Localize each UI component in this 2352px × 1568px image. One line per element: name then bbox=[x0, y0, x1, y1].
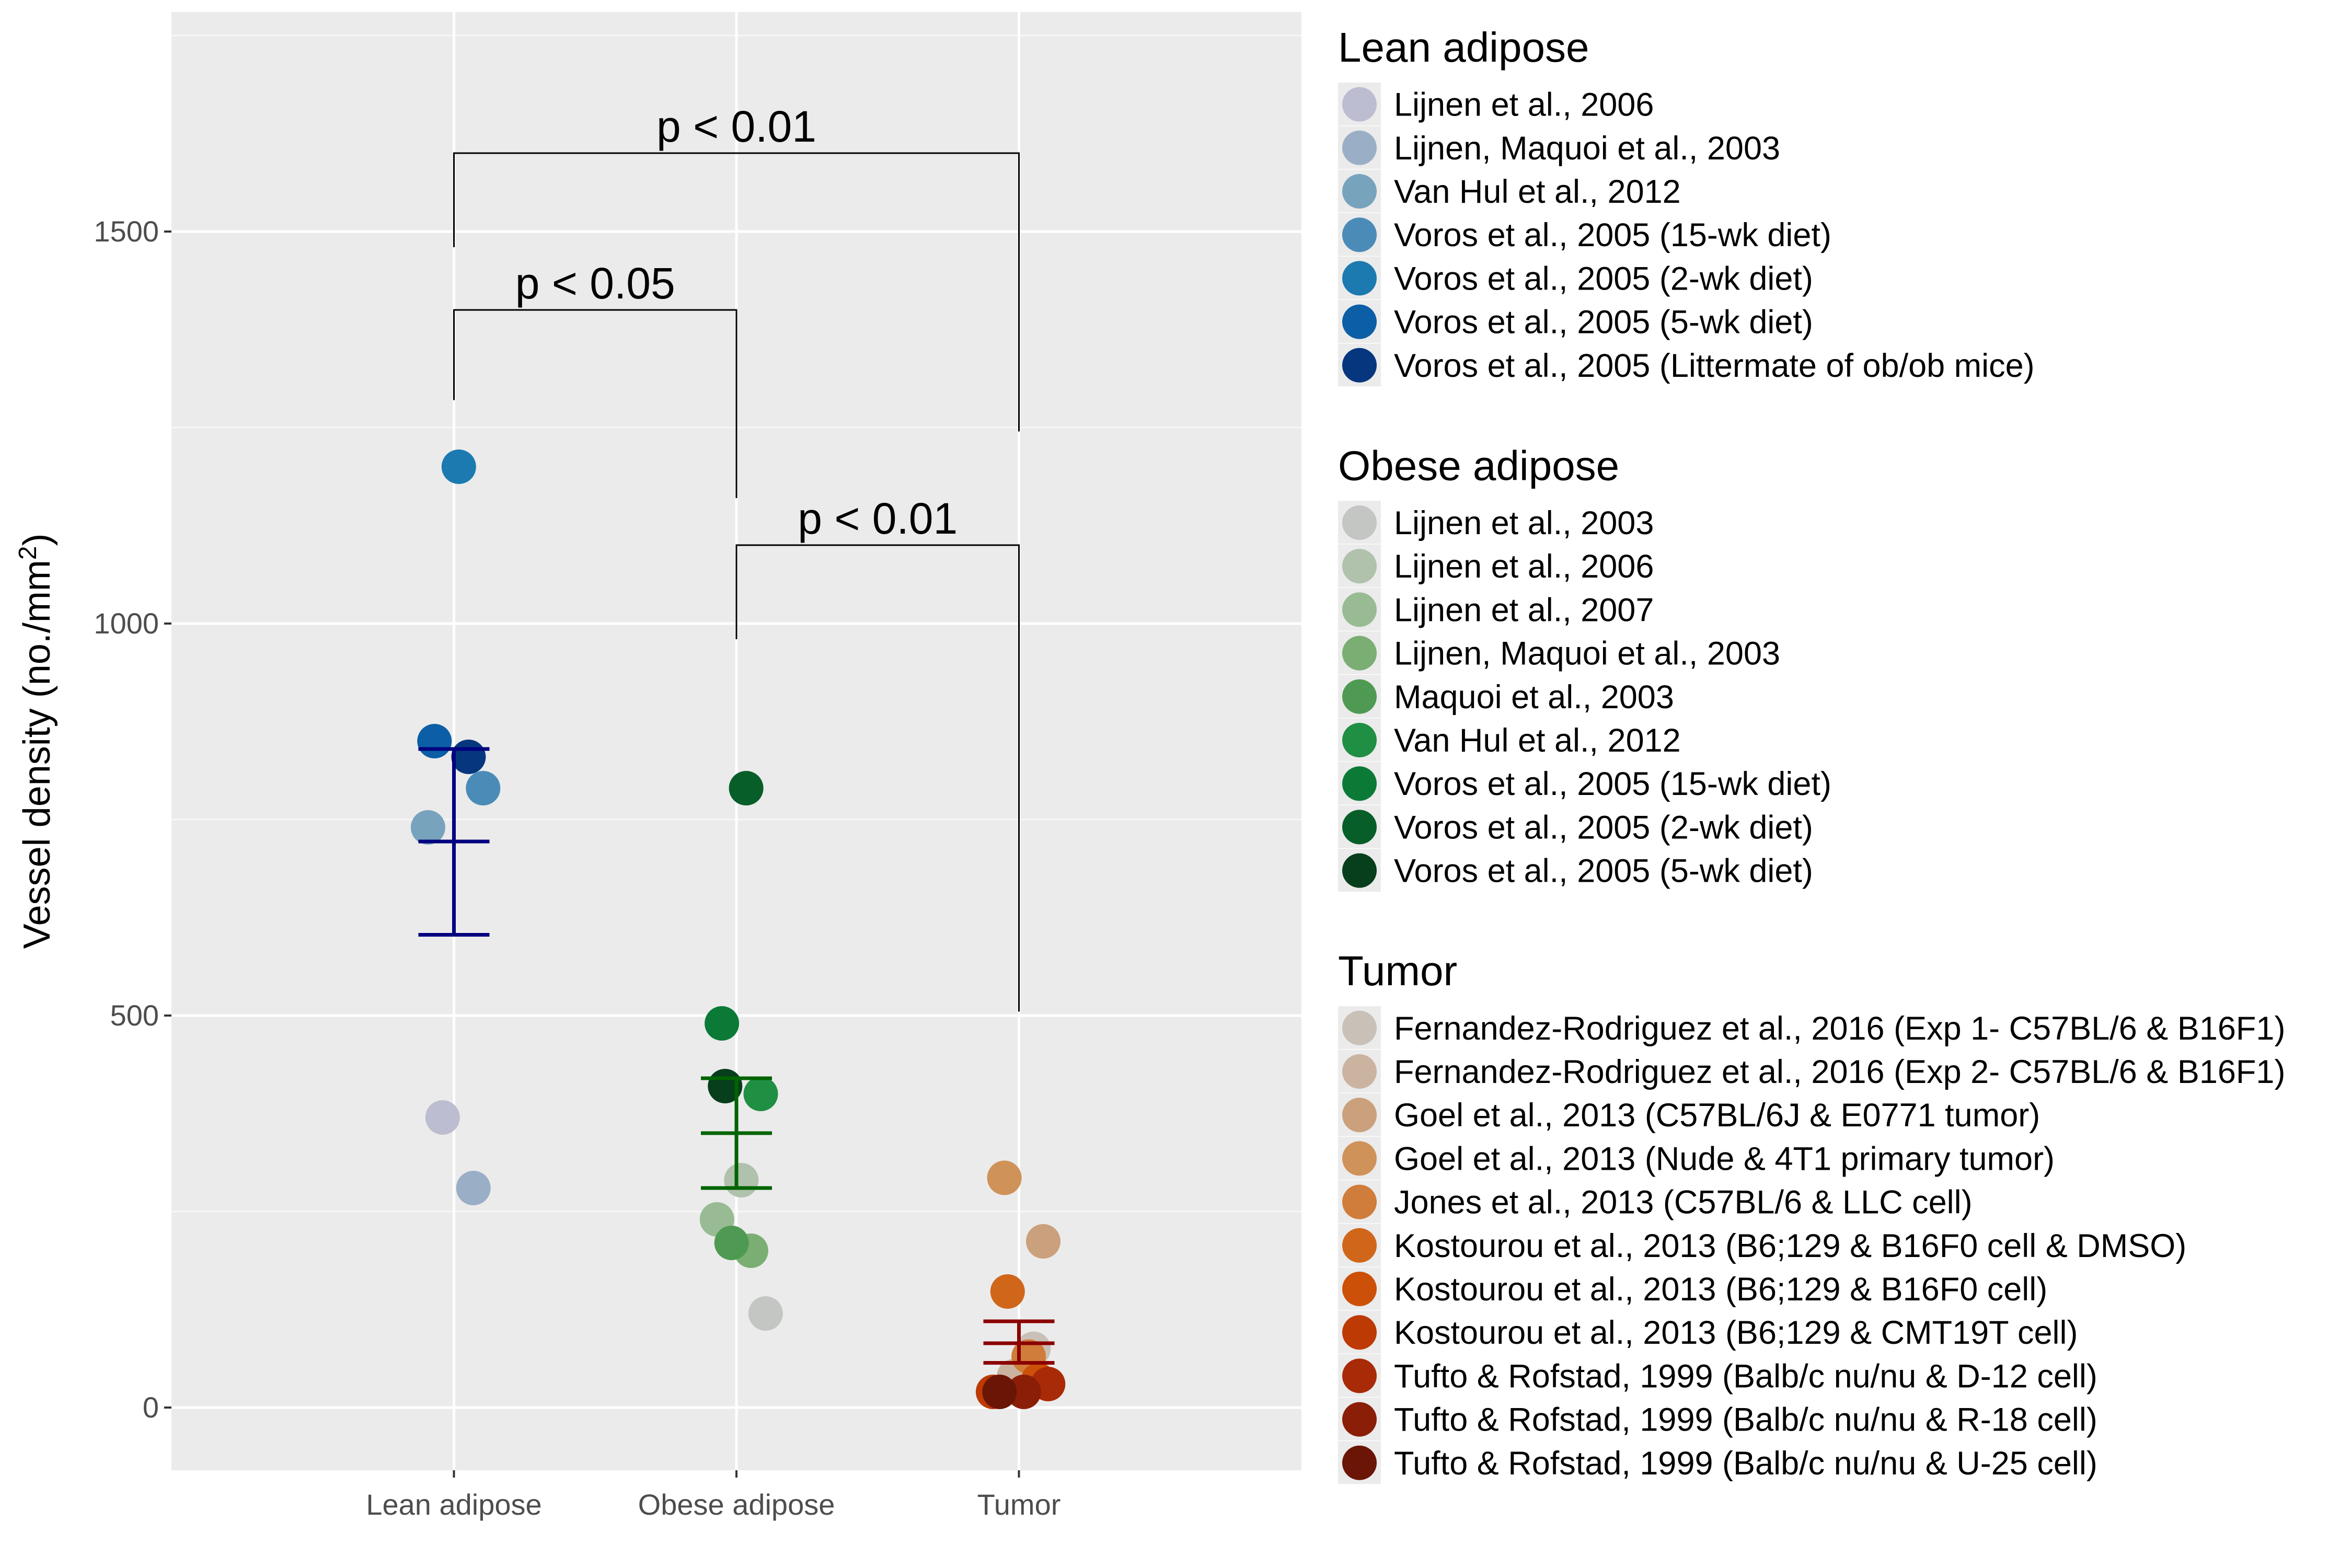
legend-swatch bbox=[1342, 505, 1377, 540]
legend-entry-label: Voros et al., 2005 (5-wk diet) bbox=[1394, 304, 1813, 341]
data-point bbox=[987, 1160, 1022, 1195]
legend-swatch bbox=[1342, 130, 1377, 165]
legend-swatch bbox=[1342, 853, 1377, 888]
legend-entry-label: Goel et al., 2013 (C57BL/6J & E0771 tumo… bbox=[1394, 1097, 2040, 1134]
data-point bbox=[748, 1296, 783, 1331]
legend-entry-label: Jones et al., 2013 (C57BL/6 & LLC cell) bbox=[1394, 1184, 1973, 1221]
legend-entry-label: Voros et al., 2005 (2-wk diet) bbox=[1394, 260, 1813, 297]
x-tick-label: Tumor bbox=[977, 1488, 1061, 1521]
legend-swatch bbox=[1342, 1402, 1377, 1437]
legend-swatch bbox=[1342, 304, 1377, 339]
legend-swatch bbox=[1342, 1054, 1377, 1089]
y-tick-label: 0 bbox=[143, 1391, 159, 1424]
significance-label: p < 0.05 bbox=[515, 259, 675, 308]
legend-entry-label: Kostourou et al., 2013 (B6;129 & CMT19T … bbox=[1394, 1315, 2078, 1351]
legend-entry-label: Lijnen et al., 2006 bbox=[1394, 87, 1654, 123]
legend-swatch bbox=[1342, 217, 1377, 252]
legend-entry-label: Lijnen, Maquoi et al., 2003 bbox=[1394, 130, 1780, 167]
legend-entry-label: Voros et al., 2005 (5-wk diet) bbox=[1394, 853, 1813, 890]
legend-title: Tumor bbox=[1338, 948, 1457, 994]
legend-entry-label: Maquoi et al., 2003 bbox=[1394, 679, 1674, 716]
data-point bbox=[743, 1077, 778, 1111]
data-point bbox=[425, 1100, 460, 1135]
data-point bbox=[1026, 1224, 1060, 1259]
legend-swatch bbox=[1342, 1272, 1377, 1306]
legend-entry-label: Tufto & Rofstad, 1999 (Balb/c nu/nu & R-… bbox=[1394, 1402, 2097, 1438]
legend-swatch bbox=[1342, 87, 1377, 122]
legend-swatch bbox=[1342, 1141, 1377, 1176]
legend-entry-label: Fernandez-Rodriguez et al., 2016 (Exp 1-… bbox=[1394, 1010, 2285, 1047]
legend-entry-label: Kostourou et al., 2013 (B6;129 & B16F0 c… bbox=[1394, 1271, 2047, 1308]
legend-swatch bbox=[1342, 1358, 1377, 1393]
significance-brackets: p < 0.01 p < 0.05 p < 0.01 bbox=[453, 102, 1020, 1012]
y-axis-title: Vessel density (no./mm2) bbox=[14, 534, 59, 949]
y-tick-label: 1000 bbox=[94, 607, 159, 640]
legend-swatch bbox=[1342, 1184, 1377, 1219]
data-point bbox=[410, 810, 445, 845]
x-tick-label: Lean adipose bbox=[366, 1488, 541, 1521]
legend-entry-label: Van Hul et al., 2012 bbox=[1394, 722, 1681, 759]
legend-entry-label: Tufto & Rofstad, 1999 (Balb/c nu/nu & U-… bbox=[1394, 1445, 2097, 1482]
legend-swatch bbox=[1342, 1010, 1377, 1045]
data-point bbox=[724, 1163, 759, 1197]
data-point bbox=[982, 1375, 1017, 1409]
legend-swatch bbox=[1342, 348, 1377, 383]
data-point bbox=[1006, 1375, 1041, 1409]
data-point bbox=[990, 1274, 1025, 1309]
data-point bbox=[714, 1226, 749, 1260]
legend-swatch bbox=[1342, 1315, 1377, 1350]
data-point bbox=[729, 771, 764, 805]
legend-swatch bbox=[1342, 810, 1377, 845]
legend: Lean adipose Lijnen et al., 2006 Lijnen, M… bbox=[1338, 24, 2285, 1484]
significance-bracket bbox=[453, 309, 737, 498]
data-point bbox=[441, 449, 476, 484]
legend-title: Obese adipose bbox=[1338, 442, 1619, 489]
legend-title: Lean adipose bbox=[1338, 24, 1589, 71]
legend-entry-label: Van Hul et al., 2012 bbox=[1394, 174, 1681, 210]
legend-swatch bbox=[1342, 1228, 1377, 1263]
data-point bbox=[705, 1006, 740, 1041]
significance-label: p < 0.01 bbox=[798, 494, 958, 543]
legend-entry-label: Voros et al., 2005 (Littermate of ob/ob … bbox=[1394, 348, 2035, 384]
legend-entry-label: Kostourou et al., 2013 (B6;129 & B16F0 c… bbox=[1394, 1228, 2186, 1264]
legend-entry-label: Tufto & Rofstad, 1999 (Balb/c nu/nu & D-… bbox=[1394, 1358, 2097, 1394]
legend-entry-label: Lijnen et al., 2006 bbox=[1394, 548, 1654, 585]
legend-entry-label: Lijnen et al., 2007 bbox=[1394, 592, 1654, 628]
y-tick-label: 1500 bbox=[94, 215, 159, 248]
legend-entry-label: Voros et al., 2005 (2-wk diet) bbox=[1394, 809, 1813, 846]
legend-swatch bbox=[1342, 766, 1377, 801]
data-point bbox=[417, 724, 452, 758]
legend-swatch bbox=[1342, 592, 1377, 627]
legend-swatch bbox=[1342, 636, 1377, 671]
x-tick-label: Obese adipose bbox=[638, 1488, 835, 1521]
data-point bbox=[466, 771, 501, 805]
significance-bracket bbox=[735, 544, 1020, 1012]
legend-swatch bbox=[1342, 1098, 1377, 1133]
legend-entry-label: Voros et al., 2005 (15-wk diet) bbox=[1394, 217, 1831, 253]
y-tick-label: 500 bbox=[110, 999, 159, 1032]
legend-entry-label: Goel et al., 2013 (Nude & 4T1 primary tu… bbox=[1394, 1140, 2055, 1177]
axes: 0 500 1000 1500 Lean adipose Obese adipose Tum… bbox=[94, 215, 1060, 1521]
legend-swatch bbox=[1342, 723, 1377, 757]
legend-entry-label: Lijnen et al., 2003 bbox=[1394, 505, 1654, 541]
data-point bbox=[456, 1171, 491, 1205]
legend-swatch bbox=[1342, 174, 1377, 209]
legend-swatch bbox=[1342, 1445, 1377, 1480]
legend-entry-label: Lijnen, Maquoi et al., 2003 bbox=[1394, 636, 1780, 672]
significance-label: p < 0.01 bbox=[656, 102, 816, 151]
legend-swatch bbox=[1342, 549, 1377, 584]
significance-bracket bbox=[453, 152, 1020, 432]
legend-swatch bbox=[1342, 261, 1377, 296]
legend-entry-label: Voros et al., 2005 (15-wk diet) bbox=[1394, 766, 1831, 802]
legend-swatch bbox=[1342, 679, 1377, 714]
legend-entry-label: Fernandez-Rodriguez et al., 2016 (Exp 2-… bbox=[1394, 1054, 2285, 1090]
error-bars bbox=[418, 747, 1055, 1365]
data-points bbox=[410, 449, 1066, 1409]
data-point bbox=[451, 740, 486, 774]
